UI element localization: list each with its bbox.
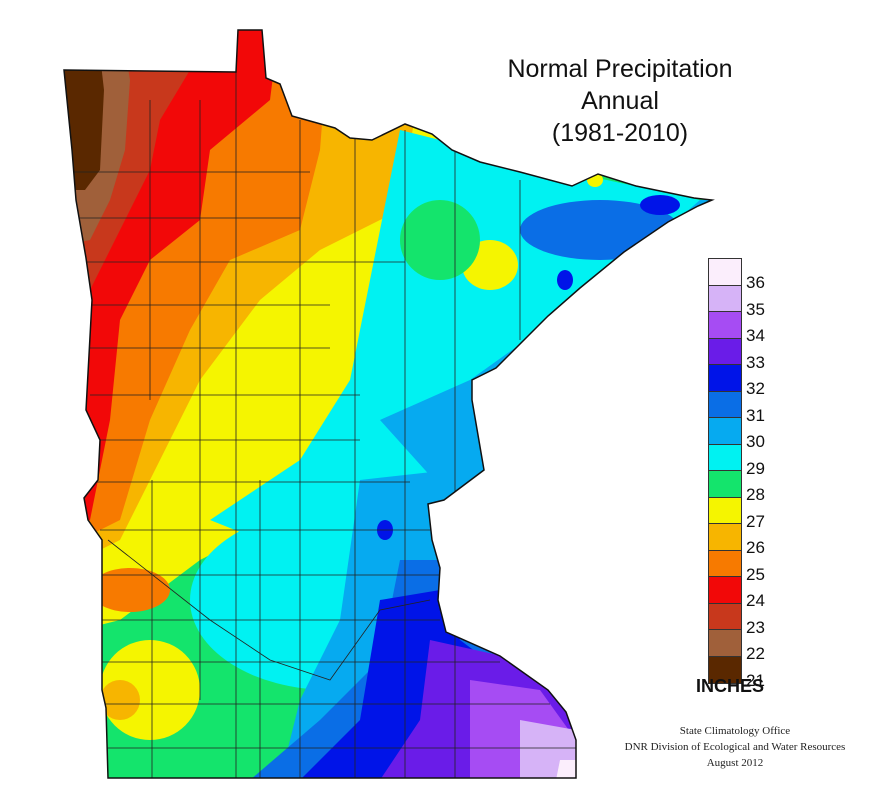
- legend-label: 29: [746, 458, 765, 478]
- county-boundaries: [64, 72, 580, 778]
- legend-swatch: [709, 312, 741, 339]
- legend-swatch: [709, 577, 741, 604]
- legend-label: 30: [746, 432, 765, 451]
- legend-swatch: [709, 630, 741, 657]
- legend-label: 36: [746, 273, 765, 292]
- legend-swatch: [709, 550, 741, 577]
- legend-label: 27: [746, 511, 765, 531]
- legend-label: 23: [746, 617, 765, 637]
- legend-swatch: [709, 338, 741, 365]
- legend-swatch: [709, 259, 741, 286]
- legend-label: 31: [746, 405, 765, 425]
- map-title-line-2: Annual: [581, 87, 659, 115]
- legend-color-scale: [708, 258, 742, 684]
- legend-label: 34: [746, 326, 765, 345]
- legend-units: INCHES: [696, 676, 765, 696]
- legend-swatch: [709, 285, 741, 312]
- legend-label: 25: [746, 564, 765, 584]
- legend-label: 35: [746, 299, 765, 319]
- map-title-line-3: (1981-2010): [551, 119, 689, 147]
- legend-labels: 36 35 34 33 32 31 30 29 28 27 26 25 24 23 22 21: [744, 270, 765, 694]
- legend-swatch: [709, 471, 741, 498]
- legend-label: 28: [746, 485, 765, 504]
- map-title-line-1: Normal Precipitation: [507, 55, 733, 83]
- legend-swatch: [709, 444, 741, 471]
- legend-label: 24: [746, 591, 765, 610]
- legend-swatch: [709, 656, 741, 683]
- credit-line-1: State Climatology Office: [679, 725, 791, 737]
- legend-label: 26: [746, 538, 765, 557]
- legend-swatch: [709, 497, 741, 524]
- credit-line-3: August 2012: [706, 757, 764, 769]
- legend-label: 21: [746, 670, 765, 690]
- legend-label: 22: [746, 644, 765, 663]
- legend-label: 32: [746, 379, 765, 398]
- credit-line-2: DNR Division of Ecological and Water Res…: [624, 741, 846, 753]
- legend-swatch: [709, 603, 741, 630]
- legend-label: 33: [746, 352, 765, 372]
- legend-swatch: [709, 418, 741, 445]
- legend-swatch: [709, 391, 741, 418]
- legend-swatch: [709, 365, 741, 392]
- legend-swatch: [709, 524, 741, 551]
